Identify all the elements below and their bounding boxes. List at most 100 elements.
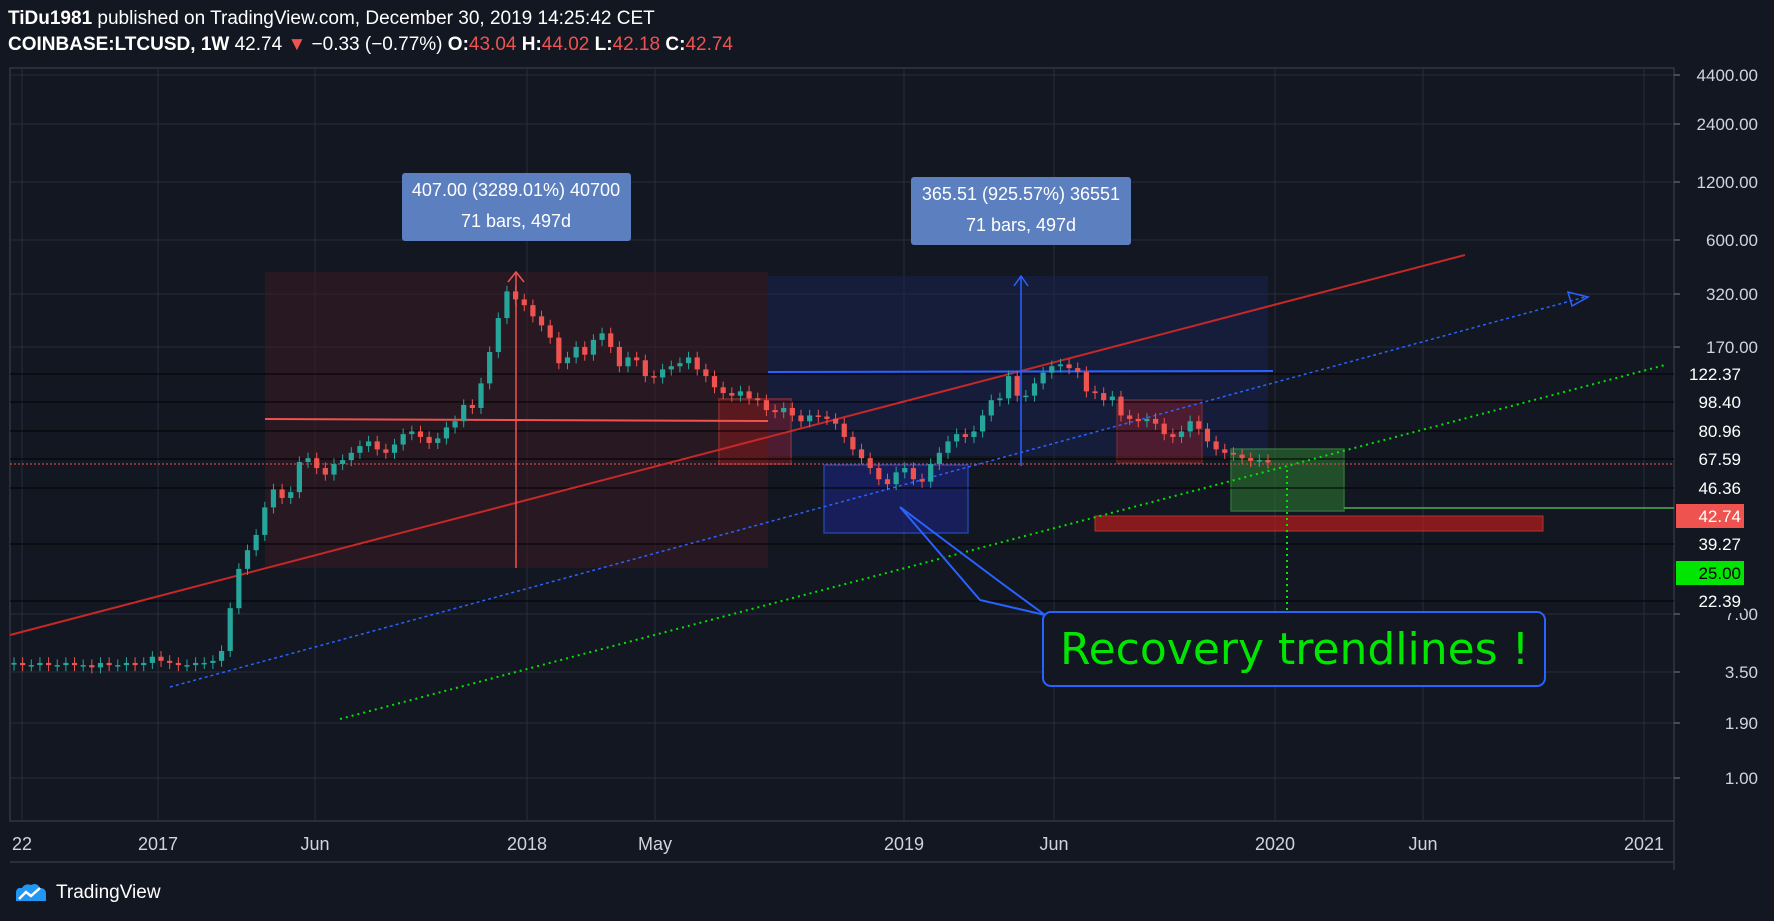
candle-body xyxy=(720,387,726,394)
candle-body xyxy=(590,339,597,355)
footer: TradingView xyxy=(10,878,161,908)
price-label-bg xyxy=(1676,532,1744,556)
candle-body xyxy=(80,665,86,667)
candle-body xyxy=(772,410,778,413)
last-price: 42.74 xyxy=(234,34,283,55)
green-recovery-trendline[interactable] xyxy=(339,364,1666,720)
tradingview-cloud-icon[interactable] xyxy=(10,881,50,905)
candle-body xyxy=(651,376,657,378)
callout-box xyxy=(1042,611,1546,687)
close-label: C: xyxy=(665,34,686,55)
candle-body xyxy=(1265,460,1271,463)
candle-body xyxy=(1204,428,1211,442)
measure-box-2[interactable]: 365.51 (925.57%) 36551 71 bars, 497d xyxy=(911,177,1131,245)
callout-text: Recovery trendlines ! xyxy=(1060,624,1529,675)
candle-body xyxy=(556,337,562,364)
candle-body xyxy=(262,507,268,535)
candle-body xyxy=(815,415,821,417)
candle-body xyxy=(1230,452,1237,455)
measure-box-1[interactable]: 407.00 (3289.01%) 40700 71 bars, 497d xyxy=(402,173,631,241)
candle-body xyxy=(270,489,277,508)
candle-body xyxy=(279,489,285,498)
candle-body xyxy=(884,479,891,485)
y-tick-label: 1.90 xyxy=(1725,714,1758,733)
symbol[interactable]: COINBASE:LTCUSD xyxy=(8,34,191,55)
candle-body xyxy=(910,468,917,480)
recovery-callout[interactable]: Recovery trendlines ! xyxy=(899,506,1546,687)
candle-body xyxy=(149,656,155,663)
price-label: 46.36 xyxy=(1698,479,1741,498)
chart-header: TiDu1981 published on TradingView.com, D… xyxy=(8,6,1768,58)
price-chart[interactable]: 407.00 (3289.01%) 40700 71 bars, 497d 36… xyxy=(0,0,1774,870)
candle-body xyxy=(331,463,337,475)
candle-body xyxy=(461,404,467,422)
candle-body xyxy=(1213,441,1219,450)
candle-body xyxy=(1109,396,1115,401)
candle-body xyxy=(115,665,121,667)
candle-body xyxy=(478,383,484,408)
candle-body xyxy=(954,434,960,442)
candle-body xyxy=(660,369,666,378)
measure-box-2-line1: 365.51 (925.57%) 36551 xyxy=(922,184,1120,204)
candle-body xyxy=(781,407,787,413)
candle-body xyxy=(1083,372,1089,392)
candle-body xyxy=(28,665,34,667)
candle-body xyxy=(763,400,769,411)
candle-body xyxy=(1127,415,1133,419)
high-label: H: xyxy=(521,34,542,55)
candle-body xyxy=(45,662,52,666)
candle-body xyxy=(971,431,977,437)
candle-body xyxy=(919,479,925,482)
candle-body xyxy=(244,550,251,569)
interval[interactable]: 1W xyxy=(200,34,230,55)
y-tick-label: 1.00 xyxy=(1725,769,1758,788)
candle-body xyxy=(141,662,147,666)
candle-body xyxy=(1040,372,1046,384)
candle-body xyxy=(417,431,424,437)
measure-blue-arrow xyxy=(1013,274,1029,287)
candle-body xyxy=(711,376,718,388)
candle-body xyxy=(495,318,501,353)
candle-body xyxy=(538,316,545,326)
candle-body xyxy=(547,325,553,338)
candle-body xyxy=(902,468,908,473)
symbol-line: COINBASE:LTCUSD, 1W 42.74 ▼ −0.33 (−0.77… xyxy=(8,34,733,55)
x-tick-label: Jun xyxy=(1408,834,1437,854)
author-name[interactable]: TiDu1981 xyxy=(8,8,93,29)
candle-body xyxy=(167,660,173,663)
candle-body xyxy=(573,346,579,358)
candle-body xyxy=(426,436,432,443)
candle-body xyxy=(443,427,450,439)
time-axis[interactable]: 22 2017 Jun 2018 May 2019 Jun 2020 Jun 2021 xyxy=(12,834,1664,854)
candle-body xyxy=(1057,364,1064,367)
zone-red-support xyxy=(1094,515,1544,532)
measure-box-1-line2: 71 bars, 497d xyxy=(461,211,571,231)
candle-body xyxy=(997,398,1003,401)
candle-body xyxy=(20,662,26,666)
candle-body xyxy=(582,346,588,355)
x-tick-label: 2019 xyxy=(884,834,924,854)
candle-body xyxy=(487,352,493,384)
red-trendline[interactable] xyxy=(9,254,1466,636)
candle-body xyxy=(1092,391,1098,394)
footer-brand[interactable]: TradingView xyxy=(56,882,161,903)
candle-body xyxy=(876,468,882,480)
candle-body xyxy=(288,492,294,498)
y-tick-label: 3.50 xyxy=(1725,663,1758,682)
candle-body xyxy=(11,662,17,665)
blue-dotted-trendline[interactable] xyxy=(169,296,1586,688)
publish-line: TiDu1981 published on TradingView.com, D… xyxy=(8,6,1768,32)
candle-body xyxy=(1066,364,1072,369)
price-axis[interactable]: 4400.002400.001200.00600.00320.00170.007… xyxy=(1674,66,1758,788)
candle-body xyxy=(400,434,406,445)
x-tick-label: Jun xyxy=(300,834,329,854)
candle-body xyxy=(1239,454,1245,459)
candle-body xyxy=(962,434,968,437)
candle-body xyxy=(608,333,614,347)
candle-body xyxy=(71,662,78,666)
candle-body xyxy=(893,472,899,485)
candle-body xyxy=(685,357,692,364)
candle-body xyxy=(158,656,164,661)
callout-pointer xyxy=(899,506,1046,616)
y-tick-label: 600.00 xyxy=(1706,231,1758,250)
